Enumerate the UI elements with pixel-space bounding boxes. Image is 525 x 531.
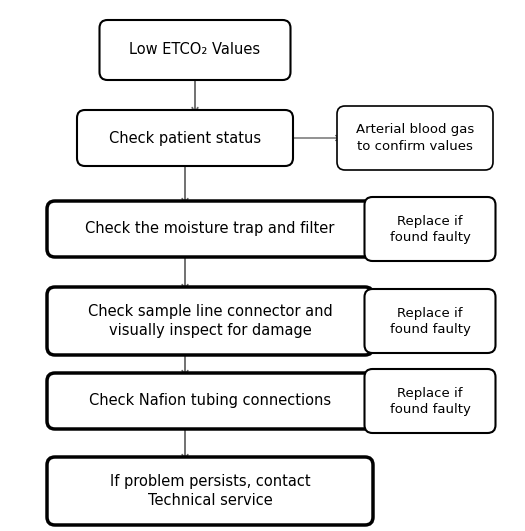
FancyBboxPatch shape — [364, 289, 496, 353]
FancyBboxPatch shape — [100, 20, 290, 80]
Text: Check Nafion tubing connections: Check Nafion tubing connections — [89, 393, 331, 408]
Text: If problem persists, contact
Technical service: If problem persists, contact Technical s… — [110, 474, 310, 508]
Text: Replace if
found faulty: Replace if found faulty — [390, 387, 470, 415]
Text: Arterial blood gas
to confirm values: Arterial blood gas to confirm values — [356, 124, 474, 152]
FancyBboxPatch shape — [364, 197, 496, 261]
Text: Replace if
found faulty: Replace if found faulty — [390, 306, 470, 336]
Text: Check sample line connector and
visually inspect for damage: Check sample line connector and visually… — [88, 304, 332, 338]
FancyBboxPatch shape — [364, 369, 496, 433]
Text: Replace if
found faulty: Replace if found faulty — [390, 215, 470, 244]
Text: Check patient status: Check patient status — [109, 131, 261, 145]
Text: Check the moisture trap and filter: Check the moisture trap and filter — [85, 221, 335, 236]
FancyBboxPatch shape — [47, 201, 373, 257]
FancyBboxPatch shape — [337, 106, 493, 170]
FancyBboxPatch shape — [47, 457, 373, 525]
FancyBboxPatch shape — [47, 373, 373, 429]
Text: Low ETCO₂ Values: Low ETCO₂ Values — [130, 42, 260, 57]
FancyBboxPatch shape — [47, 287, 373, 355]
FancyBboxPatch shape — [77, 110, 293, 166]
